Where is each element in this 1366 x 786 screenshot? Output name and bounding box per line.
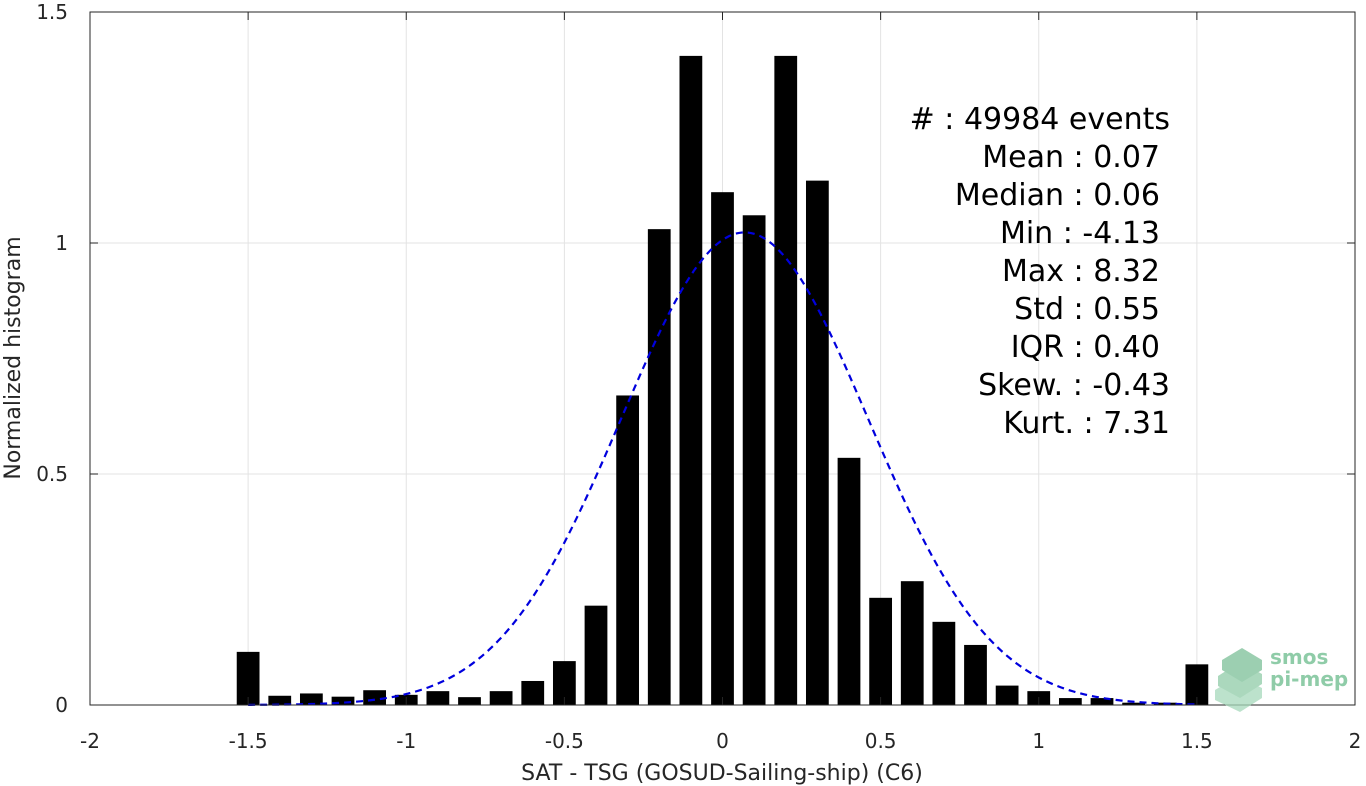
histogram-bar: [742, 215, 766, 705]
axis-ticks: [89, 11, 1356, 706]
y-axis-label: Normalized histogram: [1, 236, 26, 479]
histogram-bar: [299, 693, 323, 705]
x-tick-labels: -2 -1.5 -1 -0.5 0 0.5 1 1.5 2: [80, 729, 1361, 753]
stat-skew: Skew. : -0.43: [978, 368, 1170, 403]
histogram-bar: [837, 457, 861, 705]
histogram-bar: [932, 621, 956, 705]
stat-kurt: Kurt. : 7.31: [1003, 406, 1170, 441]
logo-line-1: smos: [1270, 645, 1328, 669]
histogram-bar: [1058, 698, 1082, 705]
histogram-bar: [584, 605, 608, 705]
layers-icon: [1215, 648, 1262, 712]
x-tick-label: 0.5: [865, 729, 897, 753]
histogram-bar: [774, 55, 798, 705]
x-tick-label: 1.5: [1181, 729, 1213, 753]
stat-events: # : 49984 events: [910, 102, 1170, 137]
x-tick-label: -0.5: [545, 729, 584, 753]
histogram-bar: [647, 229, 671, 705]
histogram-bar: [1122, 702, 1146, 705]
histogram-bar: [964, 644, 987, 705]
histogram-bar: [995, 685, 1019, 705]
x-tick-label: -1: [396, 729, 416, 753]
stat-min: Min : -4.13: [1000, 216, 1160, 251]
histogram-bar: [1090, 698, 1114, 705]
histogram-bars: [236, 55, 1209, 705]
histogram-bar: [869, 597, 893, 705]
histogram-bar: [521, 680, 545, 705]
stat-mean: Mean : 0.07: [982, 140, 1160, 175]
logo-line-2: pi-mep: [1270, 667, 1348, 691]
x-tick-label: 0: [716, 729, 729, 753]
y-tick-label: 1: [55, 231, 68, 255]
x-tick-label: 2: [1349, 729, 1362, 753]
histogram-bar: [900, 581, 924, 705]
stat-std: Std : 0.55: [1014, 292, 1160, 327]
stat-median: Median : 0.06: [955, 178, 1160, 213]
histogram-bar: [489, 691, 513, 705]
y-tick-label: 0.5: [36, 462, 68, 486]
y-tick-label: 1.5: [36, 0, 68, 24]
histogram-bar: [331, 696, 355, 705]
x-tick-label: 1: [1032, 729, 1045, 753]
y-tick-labels: 0 0.5 1 1.5: [36, 0, 68, 717]
x-tick-label: -1.5: [229, 729, 268, 753]
x-axis-label: SAT - TSG (GOSUD-Sailing-ship) (C6): [521, 761, 923, 786]
statistics-box: # : 49984 events Mean : 0.07 Median : 0.…: [910, 102, 1170, 441]
y-tick-label: 0: [55, 693, 68, 717]
normal-fit-curve: [248, 231, 1197, 706]
histogram-bar: [268, 695, 292, 705]
histogram-bar: [458, 697, 481, 705]
histogram-bar: [616, 395, 640, 705]
histogram-bar: [805, 180, 829, 705]
histogram-bar: [1185, 664, 1209, 705]
histogram-bar: [711, 192, 734, 705]
histogram-bar: [236, 651, 260, 705]
smos-pi-mep-logo: smos pi-mep: [1215, 645, 1348, 712]
x-tick-label: -2: [80, 729, 100, 753]
stat-iqr: IQR : 0.40: [1011, 330, 1160, 365]
histogram-bar: [552, 661, 576, 705]
histogram-bar: [426, 691, 450, 705]
stat-max: Max : 8.32: [1002, 254, 1160, 289]
histogram-bar: [679, 55, 703, 705]
